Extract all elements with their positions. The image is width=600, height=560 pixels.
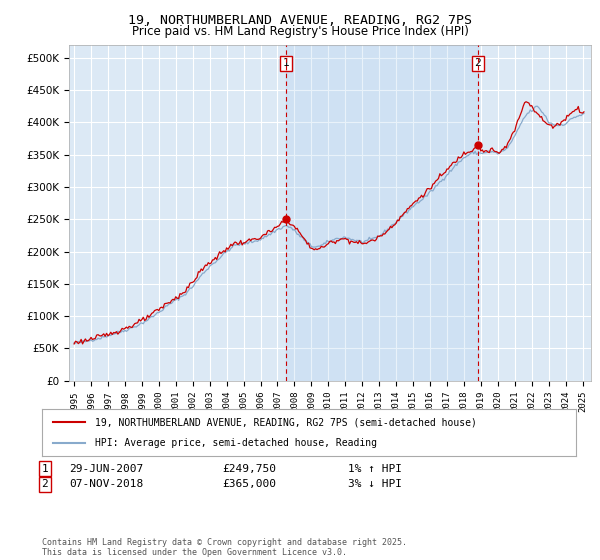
Bar [286,45,478,381]
Text: 2: 2 [475,58,481,68]
Text: 29-JUN-2007: 29-JUN-2007 [69,464,143,474]
Text: 1: 1 [41,464,49,474]
Text: 19, NORTHUMBERLAND AVENUE, READING, RG2 7PS (semi-detached house): 19, NORTHUMBERLAND AVENUE, READING, RG2 … [95,417,477,427]
Text: 1: 1 [283,58,289,68]
Text: £365,000: £365,000 [222,479,276,489]
Text: 2: 2 [41,479,49,489]
Text: 19, NORTHUMBERLAND AVENUE, READING, RG2 7PS: 19, NORTHUMBERLAND AVENUE, READING, RG2 … [128,14,472,27]
Text: 1% ↑ HPI: 1% ↑ HPI [348,464,402,474]
Text: HPI: Average price, semi-detached house, Reading: HPI: Average price, semi-detached house,… [95,438,377,448]
Text: £249,750: £249,750 [222,464,276,474]
Text: Contains HM Land Registry data © Crown copyright and database right 2025.
This d: Contains HM Land Registry data © Crown c… [42,538,407,557]
Text: 3% ↓ HPI: 3% ↓ HPI [348,479,402,489]
Text: 07-NOV-2018: 07-NOV-2018 [69,479,143,489]
Text: Price paid vs. HM Land Registry's House Price Index (HPI): Price paid vs. HM Land Registry's House … [131,25,469,38]
